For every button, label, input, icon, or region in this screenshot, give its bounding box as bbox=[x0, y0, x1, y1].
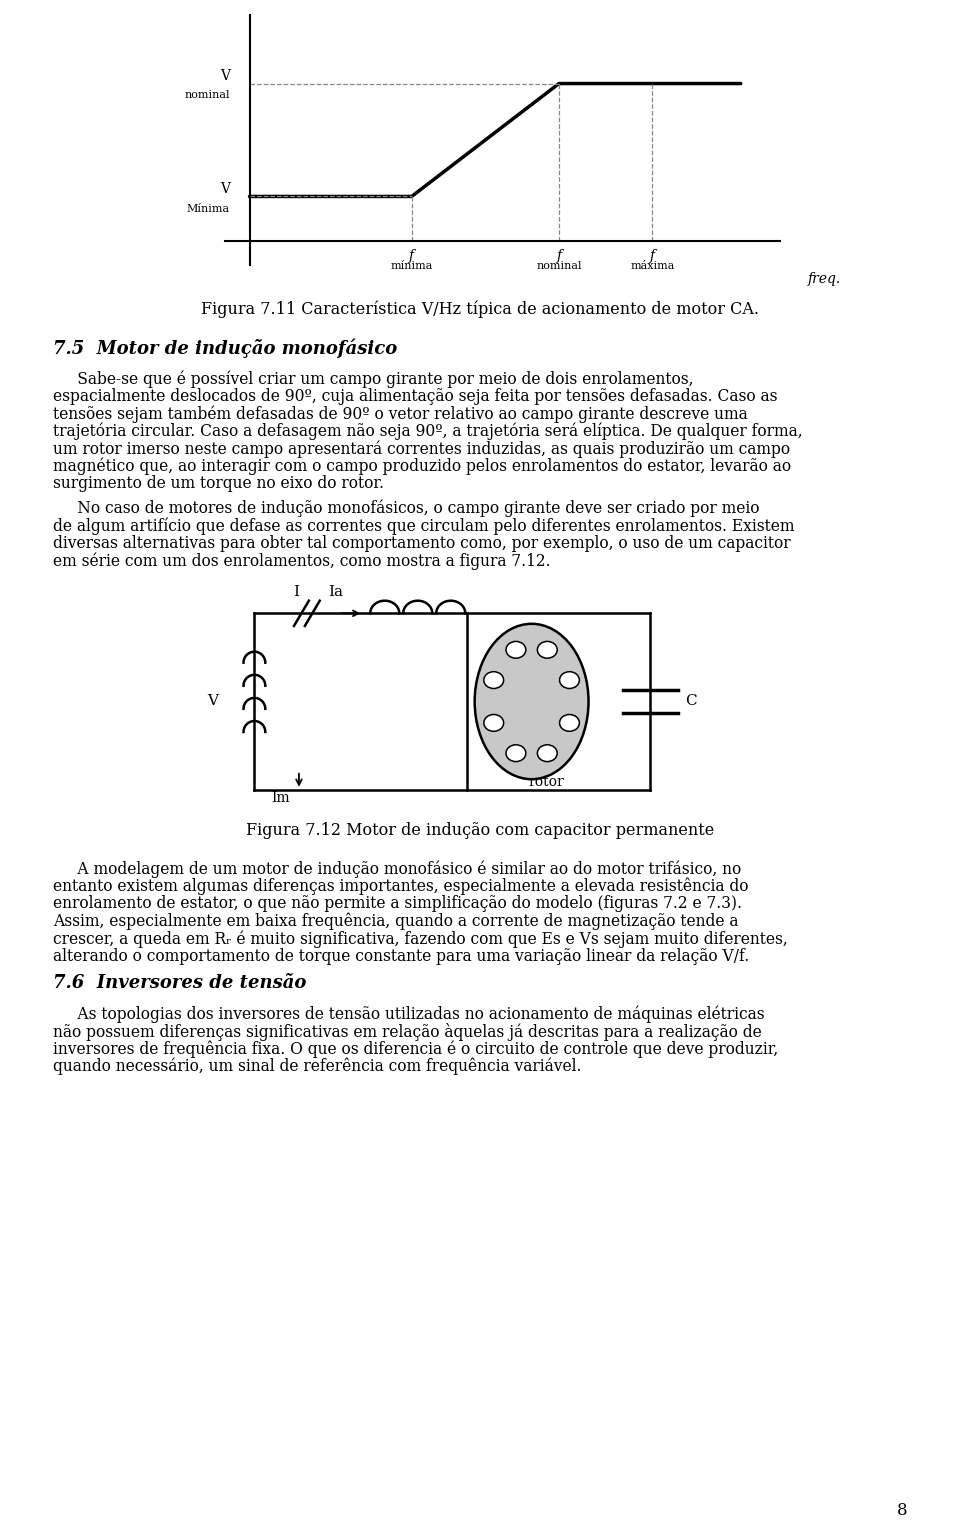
Text: I: I bbox=[294, 584, 300, 598]
Circle shape bbox=[560, 715, 580, 731]
Text: 7.6  Inversores de tensão: 7.6 Inversores de tensão bbox=[53, 973, 306, 991]
Circle shape bbox=[506, 745, 526, 762]
Text: f: f bbox=[409, 249, 414, 263]
Text: freq.: freq. bbox=[807, 272, 841, 286]
Text: Sabe-se que é possível criar um campo girante por meio de dois enrolamentos,: Sabe-se que é possível criar um campo gi… bbox=[53, 370, 693, 387]
Text: não possuem diferenças significativas em relação àquelas já descritas para a rea: não possuem diferenças significativas em… bbox=[53, 1022, 761, 1040]
Text: diversas alternativas para obter tal comportamento como, por exemplo, o uso de u: diversas alternativas para obter tal com… bbox=[53, 534, 790, 551]
Text: nominal: nominal bbox=[184, 90, 229, 99]
Text: máxima: máxima bbox=[630, 262, 675, 271]
Text: f: f bbox=[650, 249, 655, 263]
Text: No caso de motores de indução monofásicos, o campo girante deve ser criado por m: No caso de motores de indução monofásico… bbox=[53, 499, 759, 517]
Text: em série com um dos enrolamentos, como mostra a figura 7.12.: em série com um dos enrolamentos, como m… bbox=[53, 552, 550, 569]
Text: f: f bbox=[557, 249, 562, 263]
Text: A modelagem de um motor de indução monofásico é similar ao do motor trifásico, n: A modelagem de um motor de indução monof… bbox=[53, 860, 741, 878]
Text: Mínima: Mínima bbox=[187, 203, 229, 214]
Text: 7.5  Motor de indução monofásico: 7.5 Motor de indução monofásico bbox=[53, 338, 397, 358]
Text: nominal: nominal bbox=[537, 262, 582, 271]
Text: magnético que, ao interagir com o campo produzido pelos enrolamentos do estator,: magnético que, ao interagir com o campo … bbox=[53, 457, 791, 474]
Ellipse shape bbox=[474, 624, 588, 779]
Text: espacialmente deslocados de 90º, cuja alimentação seja feita por tensões defasad: espacialmente deslocados de 90º, cuja al… bbox=[53, 387, 778, 404]
Circle shape bbox=[560, 672, 580, 688]
Text: rotor: rotor bbox=[529, 776, 564, 789]
Text: V: V bbox=[220, 182, 229, 196]
Text: um rotor imerso neste campo apresentará correntes induzidas, as quais produzirão: um rotor imerso neste campo apresentará … bbox=[53, 441, 790, 457]
Text: alterando o comportamento de torque constante para uma variação linear da relaçã: alterando o comportamento de torque cons… bbox=[53, 947, 749, 964]
Text: tensões sejam também defasadas de 90º o vetor relativo ao campo girante descreve: tensões sejam também defasadas de 90º o … bbox=[53, 405, 748, 422]
Text: crescer, a queda em Rᵣ é muito significativa, fazendo com que Es e Vs sejam muit: crescer, a queda em Rᵣ é muito significa… bbox=[53, 930, 787, 947]
Text: 8: 8 bbox=[897, 1502, 907, 1519]
Text: de algum artifício que defase as correntes que circulam pelo diferentes enrolame: de algum artifício que defase as corrent… bbox=[53, 517, 794, 534]
Text: enrolamento de estator, o que não permite a simplificação do modelo (figuras 7.2: enrolamento de estator, o que não permit… bbox=[53, 895, 742, 912]
Text: surgimento de um torque no eixo do rotor.: surgimento de um torque no eixo do rotor… bbox=[53, 474, 384, 493]
Text: mínima: mínima bbox=[391, 262, 433, 271]
Text: C: C bbox=[685, 695, 697, 708]
Circle shape bbox=[484, 672, 504, 688]
Text: entanto existem algumas diferenças importantes, especialmente a elevada resistên: entanto existem algumas diferenças impor… bbox=[53, 878, 748, 895]
Circle shape bbox=[506, 641, 526, 658]
Text: trajetória circular. Caso a defasagem não seja 90º, a trajetória será elíptica. : trajetória circular. Caso a defasagem nã… bbox=[53, 422, 803, 441]
Circle shape bbox=[538, 745, 557, 762]
Text: Assim, especialmente em baixa frequência, quando a corrente de magnetização tend: Assim, especialmente em baixa frequência… bbox=[53, 912, 738, 930]
Text: Im: Im bbox=[272, 791, 290, 805]
Text: inversores de frequência fixa. O que os diferencia é o circuito de controle que : inversores de frequência fixa. O que os … bbox=[53, 1040, 778, 1057]
Text: Ia: Ia bbox=[328, 584, 344, 598]
Text: V: V bbox=[206, 695, 218, 708]
Text: As topologias dos inversores de tensão utilizadas no acionamento de máquinas elé: As topologias dos inversores de tensão u… bbox=[53, 1005, 764, 1022]
Text: V: V bbox=[220, 69, 229, 84]
Text: Figura 7.11 Característica V/Hz típica de acionamento de motor CA.: Figura 7.11 Característica V/Hz típica d… bbox=[201, 300, 759, 318]
Circle shape bbox=[538, 641, 557, 658]
Text: Figura 7.12 Motor de indução com capacitor permanente: Figura 7.12 Motor de indução com capacit… bbox=[246, 822, 714, 838]
Text: quando necessário, um sinal de referência com frequência variável.: quando necessário, um sinal de referênci… bbox=[53, 1057, 582, 1076]
Circle shape bbox=[484, 715, 504, 731]
